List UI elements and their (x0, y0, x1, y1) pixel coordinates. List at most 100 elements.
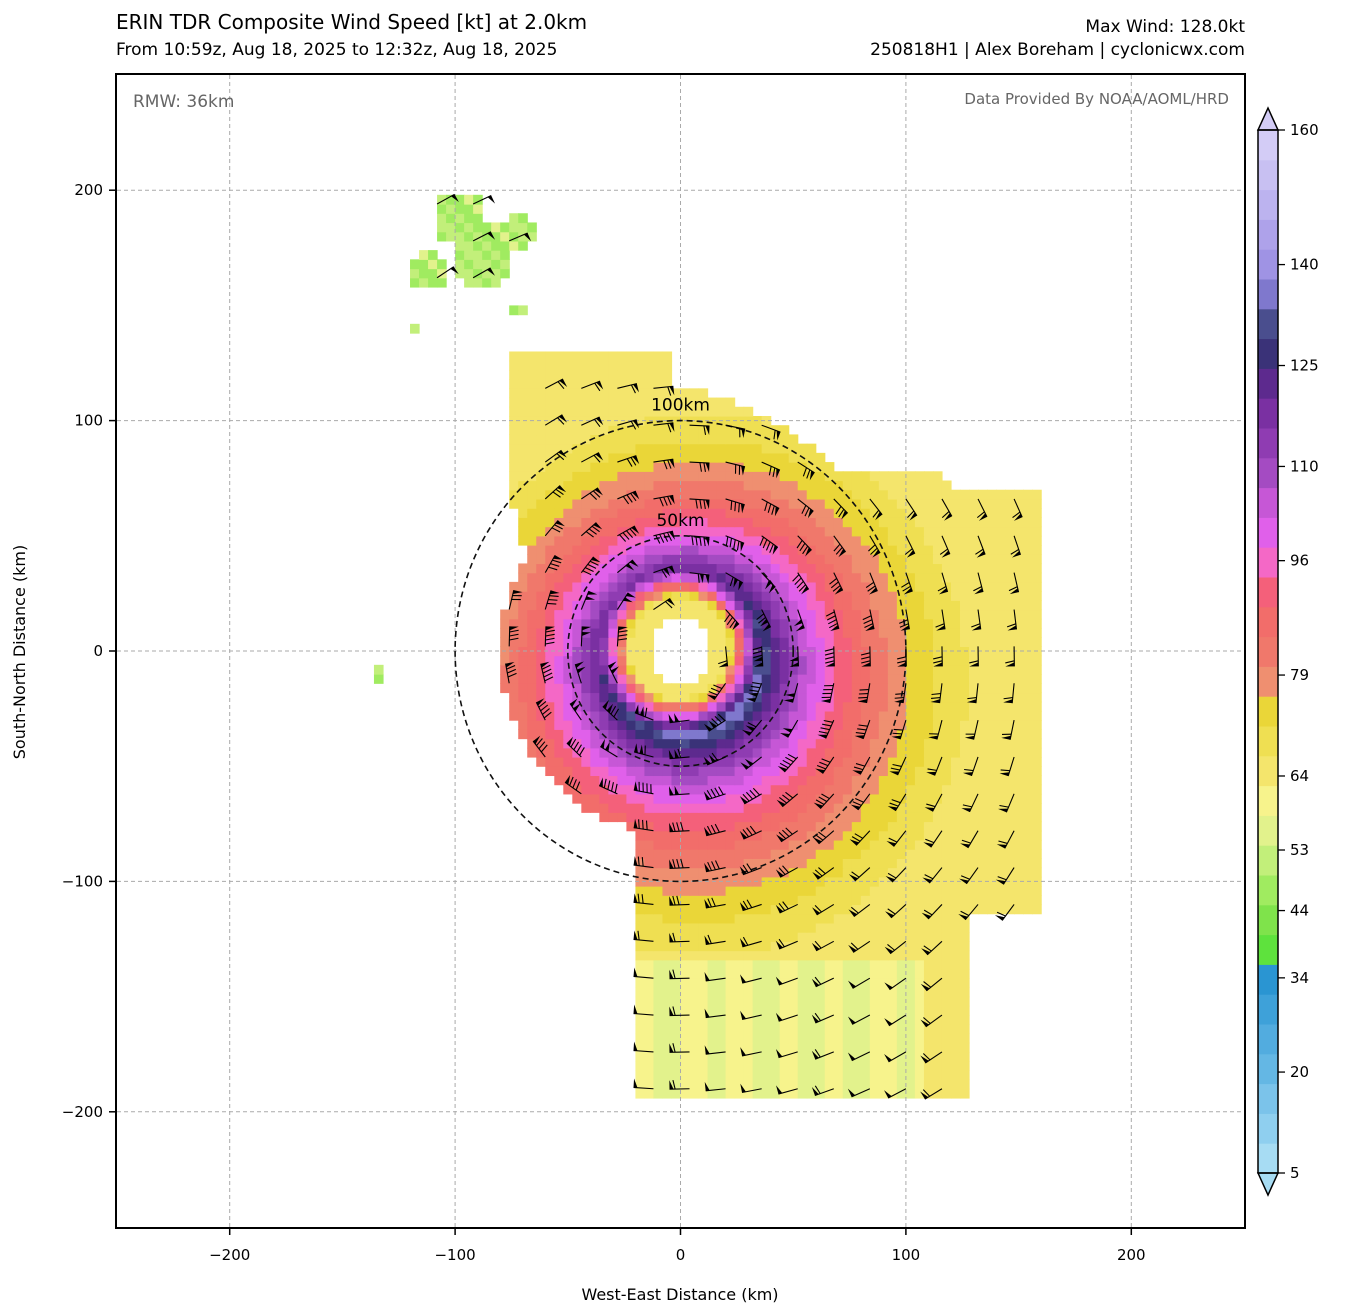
wind-barb-feather (672, 1006, 676, 1016)
wind-cell (680, 397, 691, 408)
wind-cell (869, 987, 880, 998)
wind-cell (761, 1005, 772, 1016)
wind-cell (743, 775, 754, 786)
wind-cell (806, 701, 817, 712)
wind-cell (878, 1005, 889, 1016)
wind-cell (878, 664, 889, 675)
wind-cell (572, 766, 582, 777)
wind-cell (707, 425, 718, 436)
wind-cell (635, 452, 646, 463)
wind-barb-feather (509, 633, 519, 637)
wind-cell (860, 950, 871, 961)
wind-cell (869, 756, 880, 767)
wind-cell (455, 222, 465, 233)
wind-cell (851, 591, 862, 601)
wind-cell (887, 1088, 898, 1099)
wind-cell (905, 1015, 916, 1025)
wind-cell (563, 425, 573, 436)
wind-cell (743, 609, 754, 620)
wind-cell (788, 904, 799, 915)
wind-cell (536, 535, 546, 546)
wind-cell (653, 812, 664, 823)
wind-cell (806, 1051, 817, 1062)
wind-cell (770, 627, 781, 638)
wind-cell (581, 775, 591, 786)
wind-cell (644, 729, 655, 740)
wind-cell (671, 535, 682, 546)
wind-cell (806, 766, 817, 777)
wind-cell (842, 545, 853, 555)
wind-cell (905, 922, 916, 933)
wind-cell (734, 674, 745, 684)
wind-cell (482, 268, 492, 279)
wind-cell (653, 572, 664, 583)
wind-cell (662, 830, 673, 841)
wind-cell (851, 775, 862, 786)
wind-cell (671, 545, 682, 555)
wind-cell (698, 618, 709, 629)
wind-cell (878, 591, 889, 601)
wind-cell (698, 941, 709, 952)
wind-cell (662, 1051, 673, 1062)
wind-cell (563, 572, 573, 583)
wind-cell (851, 996, 862, 1007)
wind-cell (788, 1070, 799, 1081)
wind-cell (725, 462, 736, 472)
wind-cell (716, 545, 727, 555)
wind-cell (635, 517, 646, 528)
wind-cell (752, 922, 763, 933)
wind-cell (671, 932, 682, 942)
wind-cell (599, 747, 609, 758)
wind-barb-feather (888, 837, 898, 843)
wind-cell (572, 572, 582, 583)
wind-cell (932, 830, 943, 841)
wind-cell (680, 591, 691, 601)
wind-barb-feather (806, 469, 811, 479)
wind-cell (707, 812, 718, 823)
wind-cell (689, 710, 700, 721)
wind-cell (725, 950, 736, 961)
wind-cell (941, 683, 952, 694)
wind-cell (842, 526, 853, 537)
wind-cell (969, 600, 979, 611)
wind-cell (806, 462, 817, 472)
wind-cell (833, 1088, 844, 1099)
wind-cell (788, 1042, 799, 1053)
wind-cell (644, 369, 655, 380)
wind-cell (518, 720, 528, 730)
wind-cell (653, 1088, 664, 1099)
wind-barb-flag (625, 563, 635, 571)
wind-cell (707, 618, 718, 629)
wind-barb-feather (825, 611, 835, 617)
wind-cell (752, 462, 763, 472)
wind-barb-feather (889, 802, 899, 807)
wind-cell (869, 1061, 880, 1071)
wind-barb-feather (971, 623, 981, 628)
wind-cell (959, 664, 970, 675)
wind-cell (599, 756, 609, 767)
wind-barb-feather (933, 660, 943, 664)
wind-cell (923, 1061, 934, 1071)
wind-cell (608, 655, 618, 666)
wind-cell (878, 720, 889, 730)
wind-cell (536, 600, 546, 611)
wind-cell (527, 729, 537, 740)
wind-cell (581, 406, 591, 417)
wind-cell (815, 747, 826, 758)
wind-cell (572, 554, 582, 565)
wind-barb-flag (741, 465, 746, 476)
wind-cell (725, 563, 736, 574)
wind-cell (734, 987, 745, 998)
wind-cell (734, 830, 745, 841)
wind-barb-flag (633, 856, 638, 866)
wind-barb-flag (841, 510, 848, 520)
wind-cell (969, 637, 979, 647)
wind-cell (860, 1088, 871, 1099)
wind-cell (824, 858, 835, 869)
wind-barb-feather (892, 763, 902, 767)
wind-cell (887, 968, 898, 979)
wind-cell (680, 1061, 691, 1071)
wind-barb-feather (765, 541, 771, 551)
wind-cell (788, 526, 799, 537)
range-ring (566, 534, 794, 767)
